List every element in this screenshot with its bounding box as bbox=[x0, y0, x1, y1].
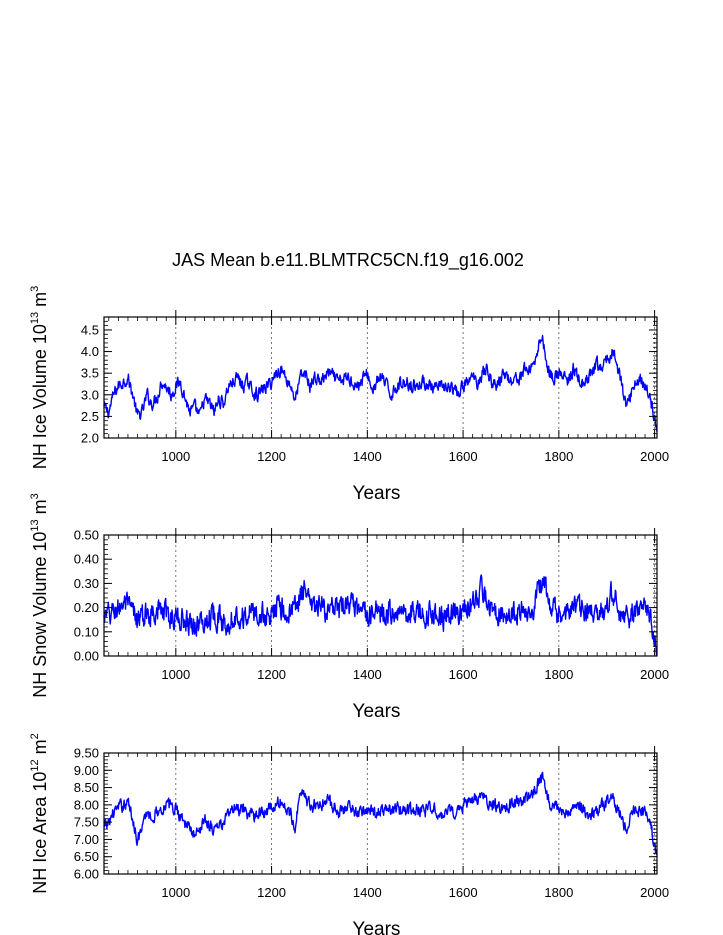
y-tick-label: 0.20 bbox=[74, 600, 99, 615]
x-tick-label: 2000 bbox=[640, 449, 669, 464]
y-tick-label: 0.10 bbox=[74, 624, 99, 639]
y-label-main: NH Snow Volume 10 bbox=[30, 532, 50, 698]
y-tick-label: 6.50 bbox=[74, 849, 99, 864]
y-tick-label: 8.50 bbox=[74, 780, 99, 795]
series-line bbox=[103, 334, 658, 432]
y-tick-label: 0.40 bbox=[74, 552, 99, 567]
x-tick-label: 1800 bbox=[544, 667, 573, 682]
y-tick-label: 9.50 bbox=[74, 746, 99, 761]
y-axis-label: NH Ice Area 1012 m2 bbox=[29, 733, 50, 893]
plot-frame bbox=[103, 752, 658, 875]
x-tick-label: 1800 bbox=[544, 885, 573, 900]
y-tick-label: 8.00 bbox=[74, 797, 99, 812]
y-label-unit-exponent: 2 bbox=[29, 733, 41, 739]
y-label-exponent: 12 bbox=[29, 759, 41, 771]
y-label-exponent: 13 bbox=[29, 519, 41, 531]
x-axis-label: Years bbox=[353, 919, 401, 935]
y-axis-label: NH Snow Volume 1013 m3 bbox=[29, 493, 50, 697]
y-tick-label: 2.5 bbox=[81, 409, 99, 424]
plot-frame bbox=[103, 534, 658, 657]
y-label-unit-exponent: 3 bbox=[29, 493, 41, 499]
figure-title: JAS Mean b.e11.BLMTRC5CN.f19_g16.002 bbox=[172, 250, 524, 271]
x-tick-label: 1600 bbox=[449, 885, 478, 900]
y-tick-label: 3.0 bbox=[81, 387, 99, 402]
y-tick-label: 0.00 bbox=[74, 649, 99, 664]
x-tick-label: 1200 bbox=[257, 667, 286, 682]
y-axis-label: NH Ice Volume 1013 m3 bbox=[29, 286, 50, 469]
x-tick-label: 1400 bbox=[353, 667, 382, 682]
x-tick-label: 1800 bbox=[544, 449, 573, 464]
series-line bbox=[103, 574, 658, 656]
x-tick-label: 2000 bbox=[640, 667, 669, 682]
x-tick-label: 1600 bbox=[449, 449, 478, 464]
y-tick-label: 4.5 bbox=[81, 322, 99, 337]
y-label-main: NH Ice Area 10 bbox=[30, 772, 50, 894]
y-label-exponent: 13 bbox=[29, 312, 41, 324]
x-tick-label: 1000 bbox=[161, 667, 190, 682]
y-label-unit-exponent: 3 bbox=[29, 286, 41, 292]
x-tick-label: 1200 bbox=[257, 885, 286, 900]
panel-2: 0.00 0.10 0.20 0.30 0.40 0.50 1000 1200 1400 1600… bbox=[29, 493, 669, 722]
x-tick-label: 1600 bbox=[449, 667, 478, 682]
panel-1: 2.0 2.5 3.0 3.5 4.0 4.5 1000 1200 1400 1600 1800 20… bbox=[29, 286, 669, 504]
series-line bbox=[103, 771, 658, 856]
y-tick-label: 7.00 bbox=[74, 832, 99, 847]
y-tick-label: 0.50 bbox=[74, 528, 99, 543]
x-tick-label: 2000 bbox=[640, 885, 669, 900]
x-axis-label: Years bbox=[353, 701, 401, 722]
x-axis-label: Years bbox=[353, 483, 401, 504]
x-tick-label: 1400 bbox=[353, 885, 382, 900]
y-tick-label: 0.30 bbox=[74, 576, 99, 591]
x-tick-label: 1400 bbox=[353, 449, 382, 464]
y-label-unit: m bbox=[30, 739, 50, 759]
x-tick-label: 1200 bbox=[257, 449, 286, 464]
y-label-unit: m bbox=[30, 499, 50, 519]
y-label-main: NH Ice Volume 10 bbox=[30, 324, 50, 469]
y-tick-label: 7.50 bbox=[74, 815, 99, 830]
panel-3: 6.00 6.50 7.00 7.50 8.00 8.50 9.00 9.50 1000 1200… bbox=[29, 733, 669, 935]
y-tick-label: 4.0 bbox=[81, 344, 99, 359]
x-tick-label: 1000 bbox=[161, 449, 190, 464]
y-tick-label: 6.00 bbox=[74, 867, 99, 882]
y-label-unit: m bbox=[30, 292, 50, 312]
y-tick-label: 3.5 bbox=[81, 366, 99, 381]
y-tick-label: 2.0 bbox=[81, 431, 99, 446]
y-tick-label: 9.00 bbox=[74, 763, 99, 778]
x-tick-label: 1000 bbox=[161, 885, 190, 900]
